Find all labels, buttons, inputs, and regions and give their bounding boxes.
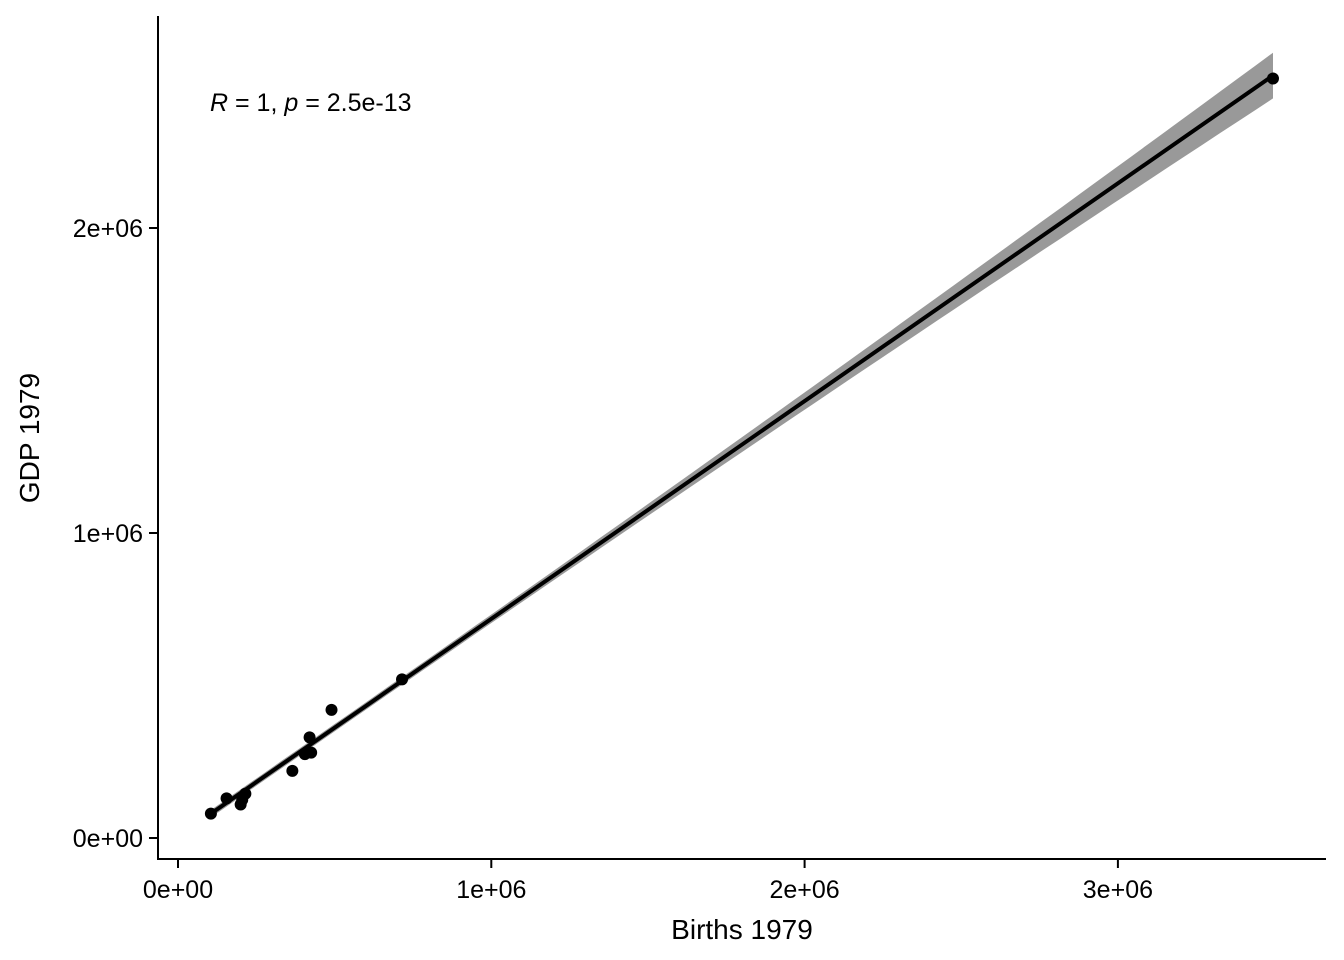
x-axis-ticks: 0e+00 1e+06 2e+06 3e+06 bbox=[143, 859, 1153, 904]
x-tick-label: 1e+06 bbox=[456, 876, 526, 904]
x-tick-label: 0e+00 bbox=[143, 876, 213, 904]
data-point bbox=[305, 746, 318, 759]
data-point bbox=[286, 764, 299, 777]
data-point bbox=[239, 787, 252, 800]
confidence-band-layer bbox=[209, 52, 1273, 819]
confidence-band bbox=[209, 52, 1273, 819]
y-axis-ticks: 0e+00 1e+06 2e+06 bbox=[73, 215, 158, 853]
x-tick-label: 2e+06 bbox=[769, 876, 839, 904]
data-point bbox=[325, 703, 338, 716]
x-axis-title: Births 1979 bbox=[671, 914, 813, 945]
regression-line-layer bbox=[207, 73, 1275, 817]
r-value: = 1, bbox=[228, 89, 284, 117]
data-point bbox=[220, 792, 233, 805]
r-symbol: R bbox=[210, 89, 228, 117]
p-value: = 2.5e-13 bbox=[298, 89, 411, 117]
y-tick-label: 1e+06 bbox=[73, 520, 143, 548]
regression-line bbox=[207, 73, 1275, 817]
data-point bbox=[303, 731, 316, 744]
data-point bbox=[204, 807, 217, 820]
y-tick-label: 0e+00 bbox=[73, 825, 143, 853]
correlation-annotation: R = 1, p = 2.5e-13 bbox=[210, 89, 412, 117]
p-symbol: p bbox=[283, 89, 298, 117]
data-points-layer bbox=[204, 72, 1279, 820]
y-tick-label: 2e+06 bbox=[73, 215, 143, 243]
data-point bbox=[396, 673, 409, 686]
data-point bbox=[1266, 72, 1279, 85]
x-tick-label: 3e+06 bbox=[1083, 876, 1153, 904]
y-axis-title: GDP 1979 bbox=[14, 373, 45, 503]
